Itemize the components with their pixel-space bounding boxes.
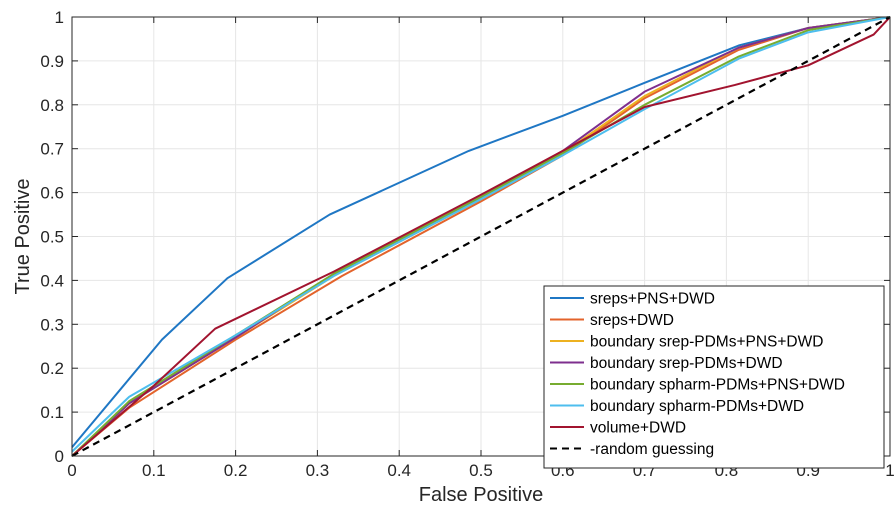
series-line-0 [71, 16, 891, 448]
legend-label-5: boundary spharm-PDMs+DWD [590, 398, 804, 415]
legend-label-6: volume+DWD [590, 420, 686, 437]
y-tick-label: 0.4 [40, 271, 64, 290]
x-tick-label: 0 [67, 461, 76, 480]
legend: sreps+PNS+DWD sreps+DWD boundary srep-PDMs… [543, 285, 885, 469]
legend-label-3: boundary srep-PDMs+DWD [590, 355, 783, 372]
x-tick-label: 0.5 [469, 461, 493, 480]
y-tick-label: 0.3 [40, 315, 64, 334]
series-line-7 [71, 16, 891, 457]
x-tick-label: 0.2 [224, 461, 248, 480]
y-tick-label: 0 [55, 447, 64, 466]
y-axis-title: True Positive [12, 179, 34, 295]
legend-label-0: sreps+PNS+DWD [590, 291, 715, 308]
x-axis-title: False Positive [419, 484, 544, 506]
legend-label-1: sreps+DWD [590, 312, 674, 329]
series-lines [71, 16, 891, 457]
x-tick-label: 0.3 [306, 461, 330, 480]
y-tick-label: 0.5 [40, 228, 64, 247]
y-tick-label: 0.2 [40, 359, 64, 378]
y-tick-label: 0.9 [40, 52, 64, 71]
y-tick-label: 0.8 [40, 96, 64, 115]
x-tick-label: 1 [885, 461, 894, 480]
legend-box [543, 285, 885, 469]
legend-label-7: -random guessing [590, 441, 714, 458]
legend-label-2: boundary srep-PDMs+PNS+DWD [590, 334, 823, 351]
legend-label-4: boundary spharm-PDMs+PNS+DWD [590, 377, 845, 394]
series-line-4 [71, 16, 891, 457]
series-line-6 [71, 16, 891, 457]
x-tick-label: 0.1 [142, 461, 166, 480]
y-tick-label: 0.7 [40, 140, 64, 159]
y-tick-label: 0.6 [40, 184, 64, 203]
y-tick-label: 0.1 [40, 403, 64, 422]
x-tick-label: 0.4 [387, 461, 411, 480]
y-tick-label: 1 [55, 8, 64, 27]
series-line-5 [71, 16, 891, 453]
